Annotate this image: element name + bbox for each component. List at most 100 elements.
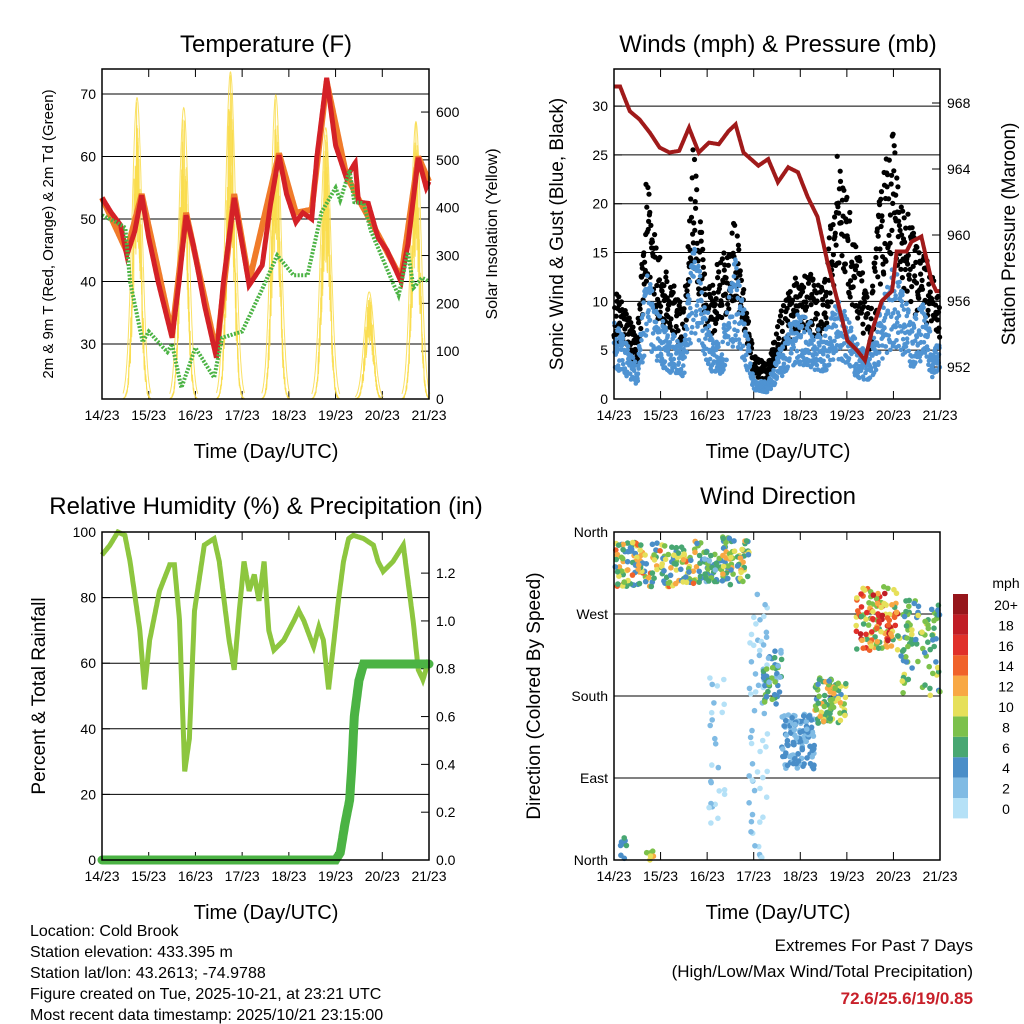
direction-point [757,785,763,792]
gust-point [835,200,841,206]
x-tick-label: 20/23 [876,868,911,884]
y2-tick-label: 968 [947,95,971,111]
gust-point [888,181,894,187]
wind-point [895,320,900,325]
gust-point [719,302,725,308]
gust-point [808,302,814,308]
direction-point [709,762,715,768]
gust-point [688,214,695,220]
y2-tick-label: 400 [436,200,460,216]
wind-point [881,305,886,311]
direction-point [810,765,817,772]
gust-point [658,303,664,309]
gust-point [886,196,892,202]
gust-point [649,239,656,245]
gust-point [926,281,932,287]
wind-point [890,311,896,316]
gust-point [868,316,874,322]
wind-point [780,345,786,350]
wind-point [711,359,717,364]
gust-point [875,274,881,280]
direction-point [794,765,801,771]
wind-point [787,356,792,361]
direction-point [795,758,802,764]
wind-point [667,340,673,345]
wind-point [720,339,725,345]
wind-point [832,338,837,344]
x-tick-label: 18/23 [271,868,306,884]
direction-point [905,643,911,650]
wind-point [785,364,791,370]
direction-point [901,613,908,620]
gust-point [697,219,704,225]
wind-point [703,336,708,341]
direction-point [748,659,755,665]
direction-point [746,685,753,692]
gust-point [891,168,897,174]
gust-point [710,282,716,288]
direction-point [765,688,771,695]
wind-point [683,332,688,338]
direction-point [855,608,861,614]
direction-point [728,554,734,561]
wind-point [904,313,910,319]
direction-point [672,580,679,587]
direction-point [926,663,932,670]
humidity-panel: 0 20 40 60 80 100 0.0 0.2 0.4 0.6 0.8 1.0 1.2 14/23 15… [73,524,456,884]
direction-point [787,753,793,760]
direction-point [793,734,800,741]
direction-point [715,764,722,771]
wind-point [893,324,899,330]
wind-point [706,360,711,366]
direction-point [708,779,714,786]
x-tick-label: 17/23 [225,407,260,423]
direction-point [629,539,636,546]
gust-point [706,305,712,312]
direction-point [618,554,625,561]
x-tick-label: 20/23 [876,407,911,423]
direction-point [707,675,713,681]
direction-point [863,631,869,638]
footer-location: Location: Cold Brook [30,923,180,940]
direction-point [903,623,910,629]
wind-point [722,362,728,368]
wind-point [694,303,700,308]
direction-point [803,738,809,745]
direction-point [854,646,860,652]
direction-point [860,585,866,592]
gust-point [665,306,671,312]
wind-point [747,348,752,354]
direction-point [775,663,781,669]
wind-point [684,326,690,332]
direction-point [922,682,928,688]
winds-xlabel: Time (Day/UTC) [706,441,851,463]
gust-point [895,184,901,190]
gust-point [898,204,904,210]
gust-point [909,225,915,231]
direction-point [614,551,621,558]
direction-point [693,564,700,570]
legend-label: 16 [998,638,1014,654]
gust-point [777,313,784,319]
direction-point [827,710,833,717]
y-tick-label: 0 [600,391,608,407]
direction-point [820,718,827,725]
wind-point [912,338,918,344]
direction-point [749,811,756,818]
extremes-values: 72.6/25.6/19/0.85 [841,989,973,1008]
direction-point [745,551,752,558]
direction-point [927,685,933,692]
direction-point [792,721,798,728]
wind-point [817,343,822,348]
gust-point [670,289,676,296]
gust-point [700,257,706,263]
direction-point [620,546,626,553]
wind-point [808,320,813,325]
gust-point [916,250,922,256]
wind-point [814,362,820,368]
gust-point [906,272,912,278]
direction-point [766,679,772,685]
wind-point [876,360,881,365]
wind-point [687,279,693,284]
direction-point [835,680,842,687]
